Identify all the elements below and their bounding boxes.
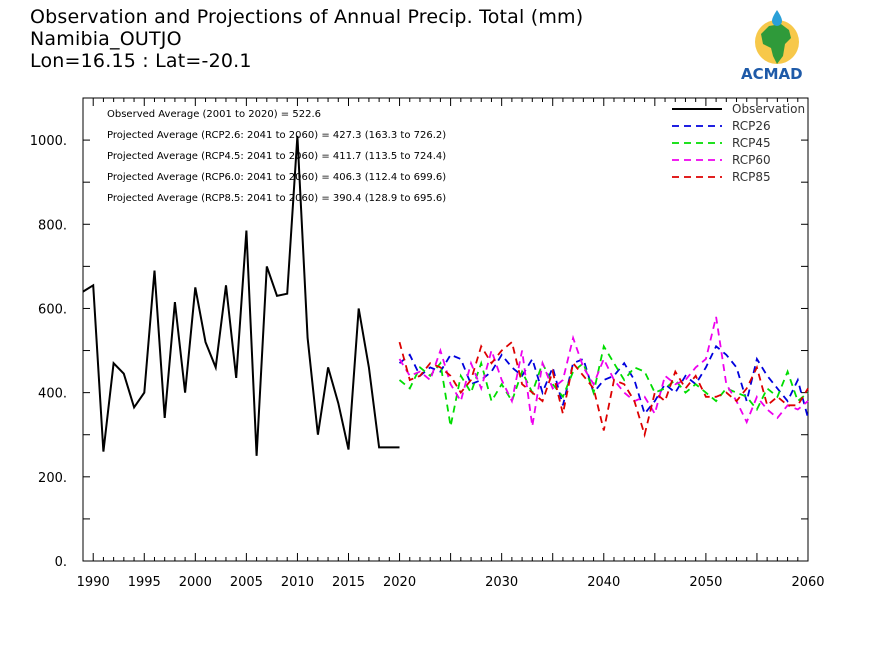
series-line-rcp60 [398,316,809,427]
water-drop-icon [772,10,782,26]
logo-text: ACMAD [741,65,803,83]
x-tick-label: 2020 [383,575,416,590]
legend-label: RCP85 [732,170,771,184]
series-line-rcp85 [398,340,809,439]
legend-label: RCP26 [732,119,771,133]
x-tick-label: 2015 [332,575,365,590]
station-name: Namibia_OUTJO [30,28,182,50]
chart-legend: Observation RCP26 RCP45 RCP60 RCP85 [672,102,805,184]
chart-axes: 0. 200. 400. 600. 800. 1000. 1990 1995 2000 2005 2… [30,97,825,590]
chart-title-block: Observation and Projections of Annual Pr… [30,6,583,72]
legend-label: Observation [732,102,805,116]
x-tick-label: 2040 [587,575,620,590]
y-tick-label: 200. [38,471,67,486]
x-tick-label: 2030 [485,575,518,590]
legend-label: RCP60 [732,153,771,167]
annotation-text: Projected Average (RCP8.5: 2041 to 2060)… [107,193,446,204]
series-line-rcp45 [398,343,809,427]
annotation-text: Projected Average (RCP4.5: 2041 to 2060)… [107,151,446,162]
y-tick-label: 800. [38,218,67,233]
x-tick-label: 2005 [230,575,263,590]
x-tick-label: 2000 [179,575,212,590]
y-tick-label: 600. [38,302,67,317]
series-line-observation [82,135,400,456]
y-tick-label: 0. [55,555,67,570]
africa-shape [761,24,791,64]
x-tick-label: 2060 [791,575,824,590]
y-tick-label: 400. [38,387,67,402]
x-tick-label: 1990 [77,575,110,590]
plot-frame [82,97,809,562]
x-tick-label: 2050 [689,575,722,590]
x-tick-label: 1995 [128,575,161,590]
y-tick-label: 1000. [30,134,67,149]
annotation-text: Projected Average (RCP6.0: 2041 to 2060)… [107,172,446,183]
chart-plot-area [82,135,809,456]
series-line-rcp26 [398,344,809,419]
chart-annotations: Observed Average (2001 to 2020) = 522.6 P… [107,109,446,204]
chart-title: Observation and Projections of Annual Pr… [30,6,584,28]
annotation-text: Observed Average (2001 to 2020) = 522.6 [107,109,321,120]
annotation-text: Projected Average (RCP2.6: 2041 to 2060)… [107,130,446,141]
station-coordinates: Lon=16.15 : Lat=-20.1 [30,50,252,72]
x-tick-label: 2010 [281,575,314,590]
legend-label: RCP45 [732,136,771,150]
